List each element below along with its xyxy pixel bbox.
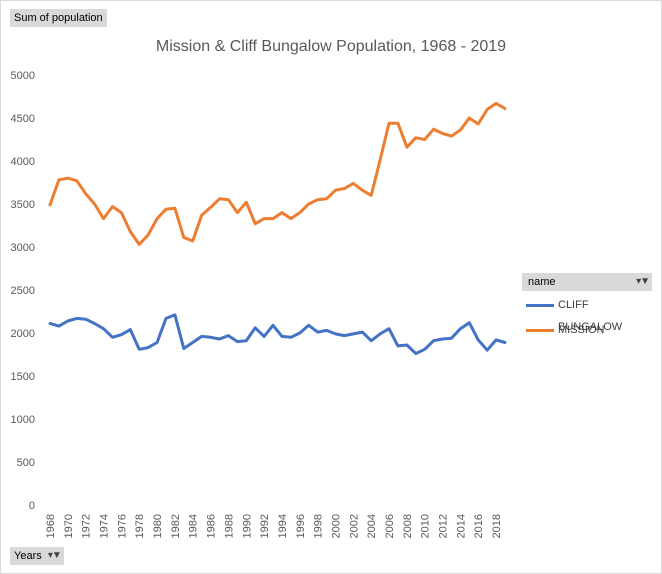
- x-tick-label: 1980: [152, 514, 164, 538]
- x-tick-label: 1972: [81, 514, 93, 538]
- x-tick-label: 2000: [330, 514, 342, 538]
- x-tick-label: 1996: [295, 514, 307, 538]
- x-tick-label: 1992: [259, 514, 271, 538]
- x-tick-label: 2008: [402, 514, 414, 538]
- x-tick-label: 2018: [491, 514, 503, 538]
- x-tick-label: 2004: [366, 514, 378, 538]
- legend-name-field-button[interactable]: name ▾▼: [522, 273, 652, 291]
- y-tick-label: 500: [17, 457, 35, 469]
- y-tick-label: 2000: [11, 328, 35, 340]
- y-tick-label: 4000: [11, 156, 35, 168]
- x-tick-label: 1990: [241, 514, 253, 538]
- sum-of-population-field-button[interactable]: Sum of population: [10, 9, 107, 27]
- x-tick-label: 1984: [188, 514, 200, 538]
- y-tick-label: 3500: [11, 199, 35, 211]
- x-tick-label: 1968: [45, 514, 57, 538]
- x-tick-label: 2010: [420, 514, 432, 538]
- x-tick-label: 2012: [438, 514, 450, 538]
- filter-dropdown-icon[interactable]: ▾▼: [636, 276, 650, 287]
- y-tick-label: 1000: [11, 414, 35, 426]
- sum-of-population-label: Sum of population: [14, 12, 103, 24]
- y-tick-label: 1500: [11, 371, 35, 383]
- years-label: Years: [14, 550, 42, 562]
- legend: name ▾▼ CLIFF BUNGALOW MISSION: [522, 273, 652, 341]
- x-tick-label: 1982: [170, 514, 182, 538]
- y-tick-label: 2500: [11, 285, 35, 297]
- filter-dropdown-icon[interactable]: ▾▼: [47, 550, 62, 561]
- legend-swatch-cliff-bungalow: [526, 304, 554, 307]
- x-tick-label: 1978: [134, 514, 146, 538]
- x-tick-label: 2014: [455, 514, 467, 538]
- x-tick-label: 1998: [313, 514, 325, 538]
- legend-label-cliff-bungalow: CLIFF BUNGALOW: [558, 299, 623, 333]
- x-tick-label: 1994: [277, 514, 289, 538]
- x-tick-label: 1976: [116, 514, 128, 538]
- x-tick-label: 1988: [223, 514, 235, 538]
- y-tick-label: 4500: [11, 113, 35, 125]
- series-line-cliff-bungalow: [48, 313, 507, 356]
- x-tick-label: 2006: [384, 514, 396, 538]
- y-tick-label: 5000: [11, 70, 35, 82]
- legend-item-mission[interactable]: MISSION: [522, 319, 652, 341]
- legend-item-cliff-bungalow[interactable]: CLIFF BUNGALOW: [522, 294, 652, 333]
- x-tick-label: 2002: [348, 514, 360, 538]
- x-tick-label: 1970: [63, 514, 75, 538]
- y-tick-label: 3000: [11, 242, 35, 254]
- series-line-mission: [48, 101, 507, 246]
- x-tick-label: 2016: [473, 514, 485, 538]
- legend-label-mission: MISSION: [558, 324, 605, 336]
- years-field-button[interactable]: Years ▾▼: [10, 547, 64, 565]
- x-tick-label: 1974: [99, 514, 111, 538]
- legend-name-label: name: [528, 276, 556, 288]
- chart-title: Mission & Cliff Bungalow Population, 196…: [155, 38, 507, 55]
- legend-swatch-mission: [526, 329, 554, 332]
- y-tick-label: 0: [29, 500, 35, 512]
- x-tick-label: 1986: [206, 514, 218, 538]
